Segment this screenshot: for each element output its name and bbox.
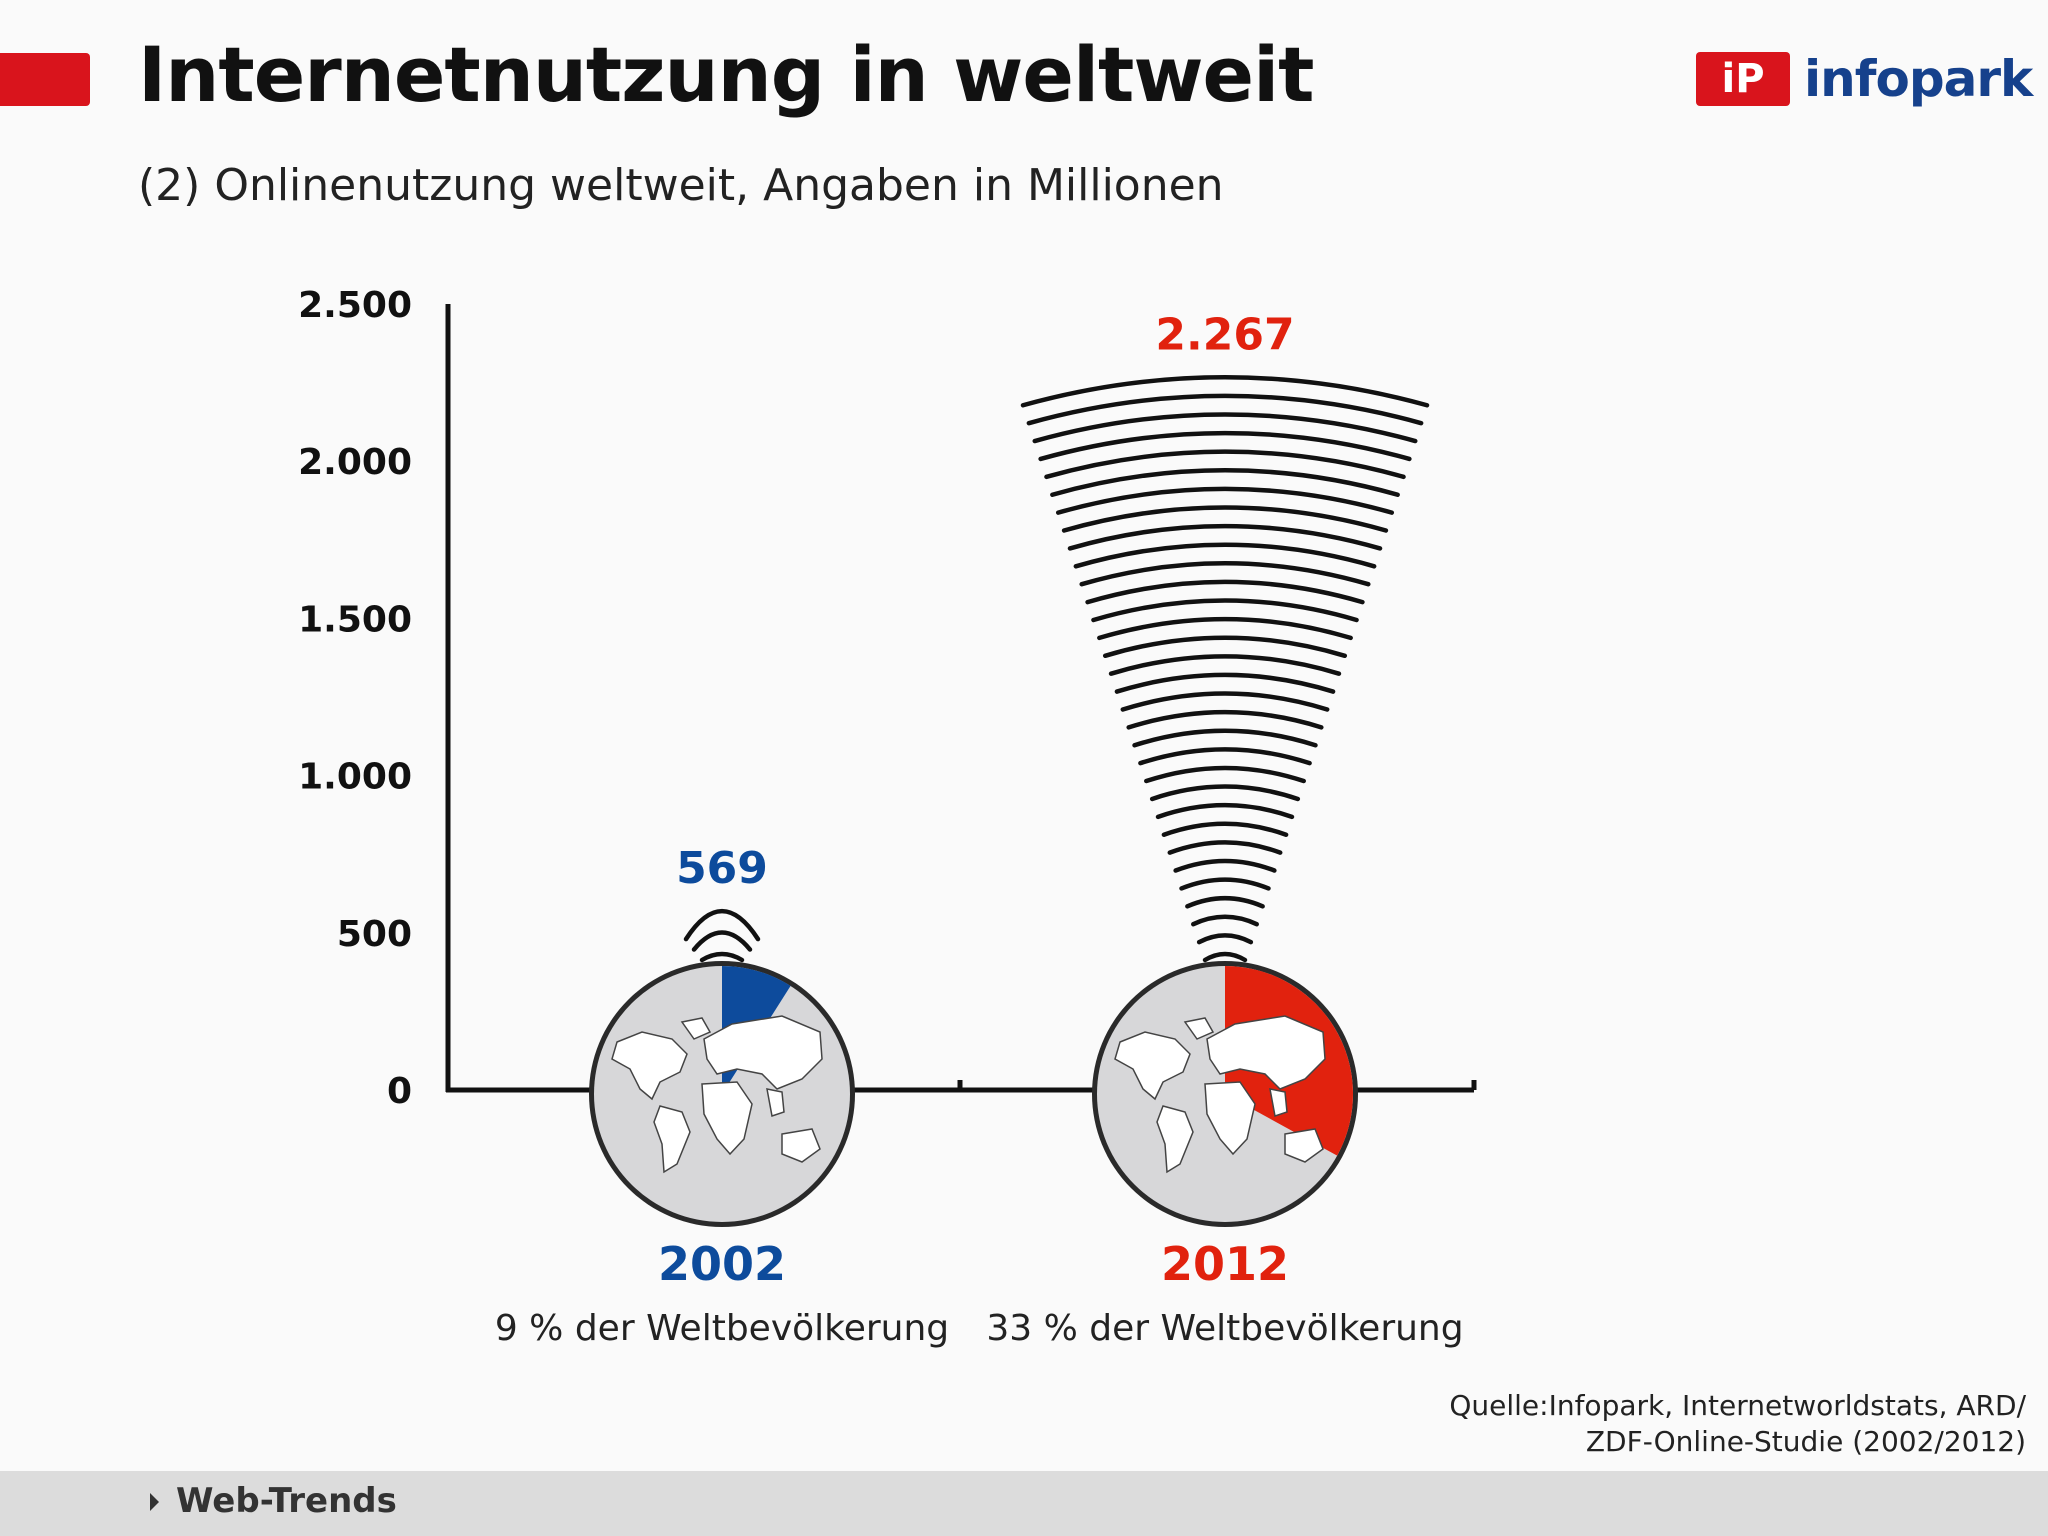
y-tick-label: 1.000 [298, 757, 412, 798]
world-map-icon [1114, 1015, 1326, 1174]
signal-arc [1097, 616, 1353, 641]
signal-arc [1202, 951, 1248, 963]
signal-arc [1185, 896, 1265, 909]
signal-arc [1144, 765, 1306, 784]
triangle-right-icon [150, 1493, 159, 1511]
signal-arc [1149, 784, 1301, 802]
y-tick-label: 0 [387, 1071, 412, 1112]
signal-arc [1085, 579, 1365, 605]
signal-arc [1073, 542, 1377, 569]
y-tick-label: 500 [337, 914, 412, 955]
signal-arc [1155, 802, 1295, 820]
y-tick-label: 2.500 [298, 285, 412, 326]
signal-arc [1050, 468, 1400, 497]
signal-arc [1020, 375, 1430, 408]
x-category-label: 2012 [1161, 1237, 1289, 1291]
signal-arc [1102, 635, 1348, 659]
signal-arc [1179, 877, 1271, 891]
signal-arc [1091, 598, 1359, 623]
signal-arc [1114, 672, 1336, 694]
infopark-logo: iP infopark [1696, 50, 2033, 108]
signal-arc [1055, 486, 1395, 515]
signal-arc [1138, 747, 1312, 766]
signal-arc [1108, 654, 1342, 676]
signal-arc [1120, 691, 1330, 712]
source-line-2: ZDF-Online-Studie (2002/2012) [1585, 1425, 2026, 1458]
signal-arc [1173, 858, 1277, 873]
share-label: 9 % der Weltbevölkerung [495, 1308, 949, 1349]
signal-arc [691, 930, 753, 952]
signal-arc [1079, 561, 1371, 587]
page-title: Internetnutzung in weltweit [138, 30, 1314, 119]
signal-arc [699, 951, 745, 963]
signal-arc [1167, 840, 1283, 855]
page-subtitle: (2) Onlinenutzung weltweit, Angaben in M… [138, 160, 1224, 211]
x-category-label: 2002 [658, 1237, 786, 1291]
source-note: Quelle:Infopark, Internetworldstats, ARD… [1449, 1388, 2026, 1460]
footer-label[interactable]: Web-Trends [176, 1481, 397, 1521]
y-tick-label: 1.500 [298, 599, 412, 640]
signal-arc [1126, 709, 1324, 730]
chart: 0 500 1.000 1.500 2.000 2.500 569 2002 9 % der W… [298, 285, 1477, 1349]
signal-arc [1196, 933, 1254, 945]
source-line-1: Quelle:Infopark, Internetworldstats, ARD… [1449, 1389, 2026, 1422]
signal-arc [683, 909, 761, 942]
signal-arc [1191, 914, 1259, 927]
signal-arc [1044, 449, 1406, 480]
footer-bar: Web-Trends [0, 1471, 2048, 1536]
logo-mark: iP [1696, 52, 1790, 106]
accent-bar [0, 53, 90, 106]
y-tick-label: 2.000 [298, 442, 412, 483]
world-map-icon [611, 1015, 823, 1174]
signal-arc [1038, 430, 1412, 462]
share-label: 33 % der Weltbevölkerung [986, 1308, 1463, 1349]
signal-arc [1132, 728, 1318, 748]
logo-text: infopark [1804, 50, 2033, 108]
signal-arc [1026, 393, 1424, 426]
signal-arc [1061, 505, 1389, 533]
signal-arc [1067, 523, 1383, 551]
bar-value-label: 569 [676, 843, 768, 894]
signal-arc [1161, 821, 1289, 837]
signal-arc [1032, 412, 1418, 444]
bar-value-label: 2.267 [1155, 309, 1294, 360]
